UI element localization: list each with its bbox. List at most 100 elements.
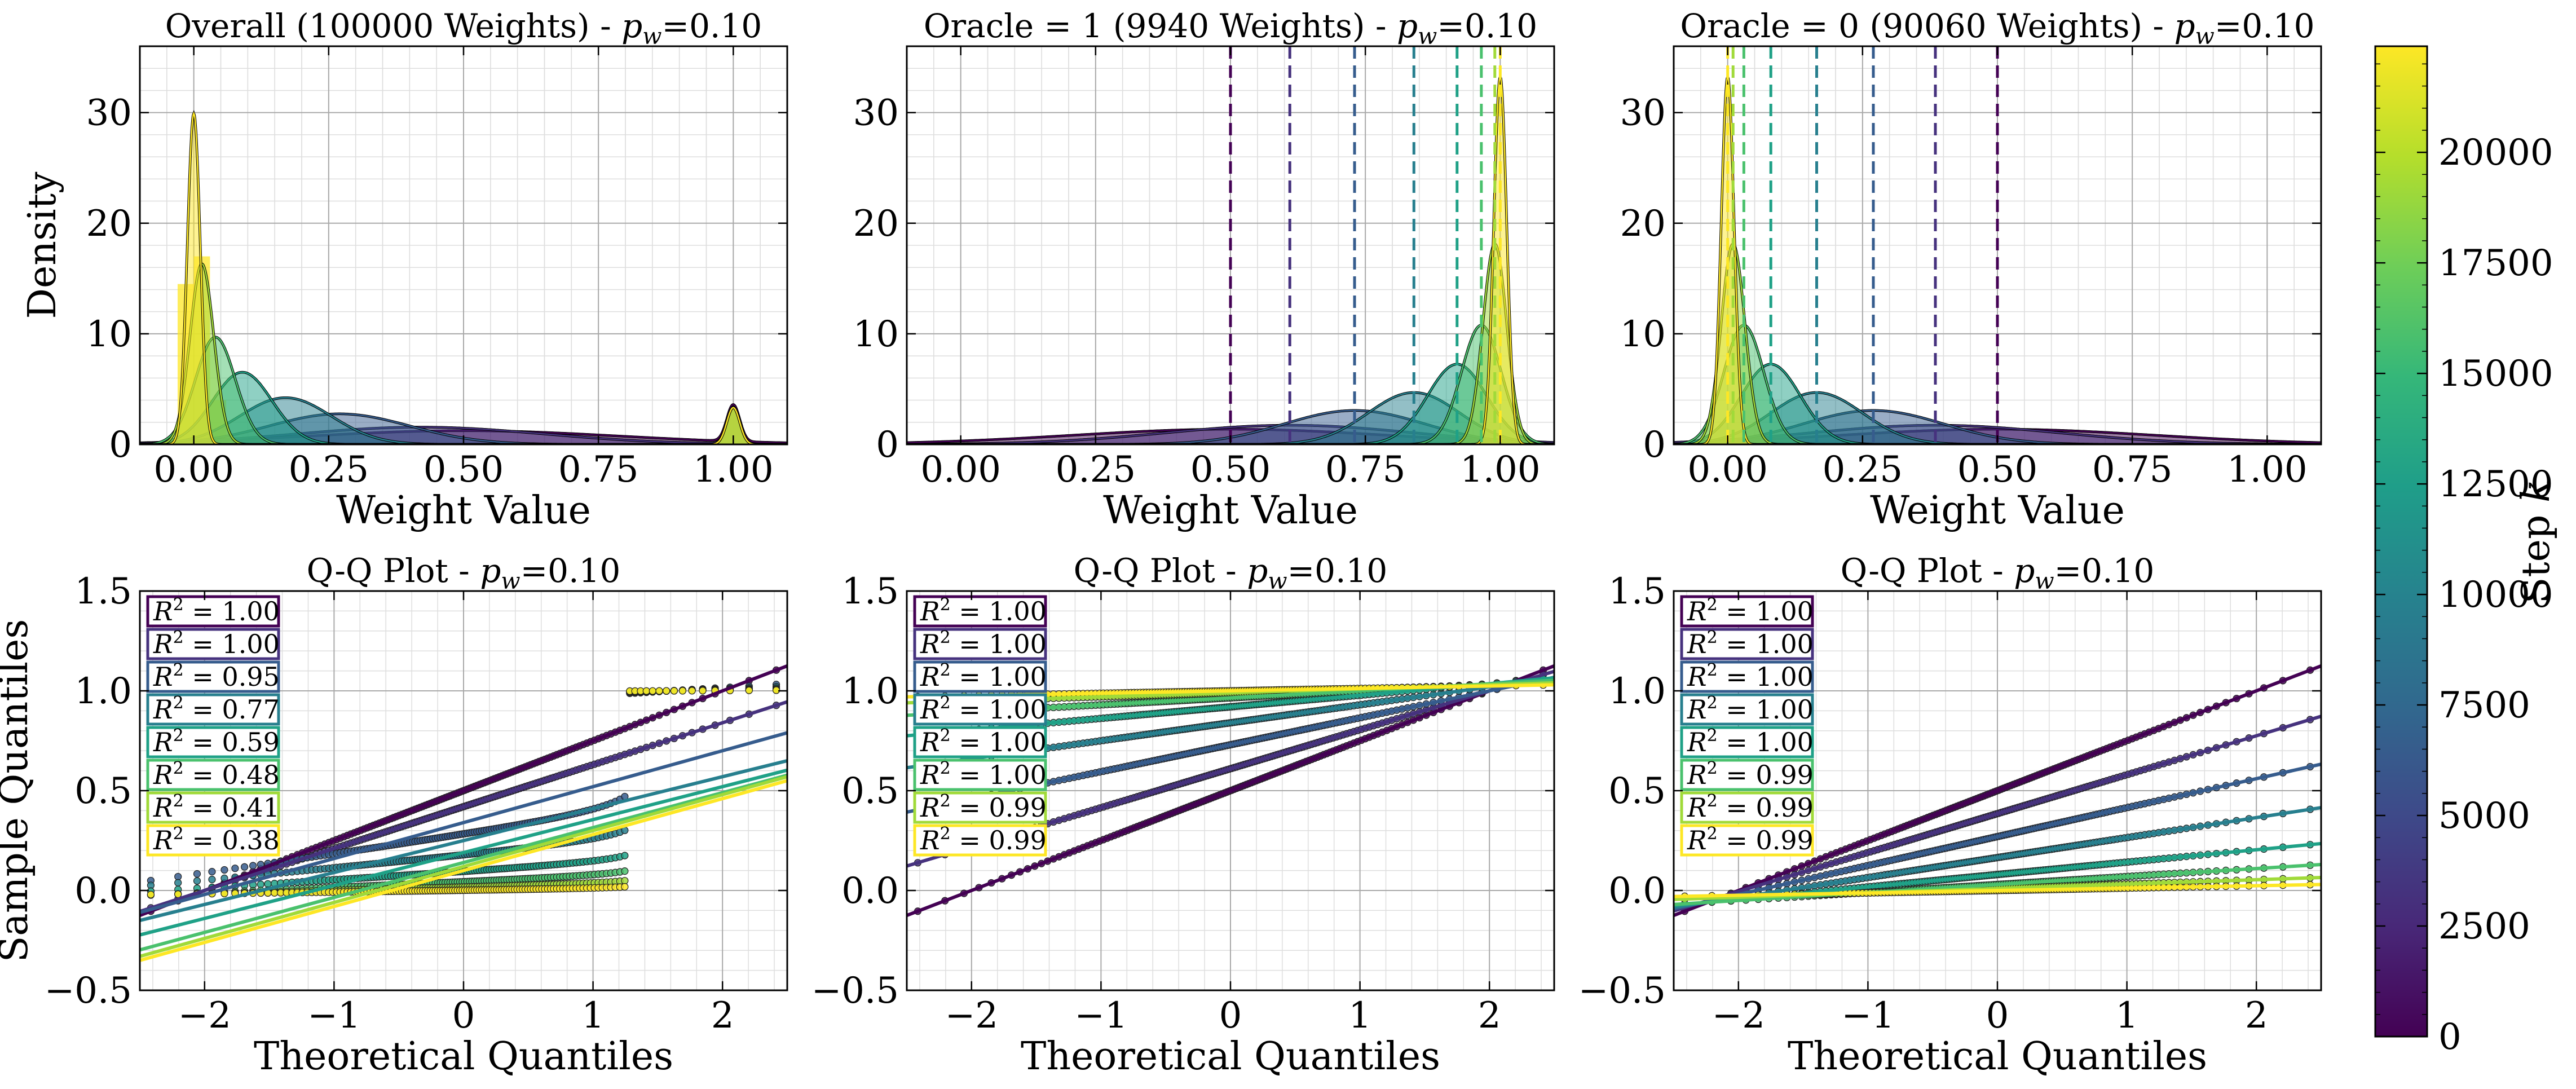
qq-fit-line-step-3 xyxy=(1674,806,2321,910)
density-area-step-3 xyxy=(140,398,787,444)
r-squared-box-step-0 xyxy=(146,595,280,628)
y-tick-label: 20 xyxy=(86,203,132,245)
qq-point xyxy=(94,922,101,928)
axes-frame xyxy=(1673,590,2322,991)
qq-fit-line-step-7 xyxy=(1674,883,2321,898)
r-squared-box-step-1 xyxy=(146,628,280,660)
density-line-step-4 xyxy=(1674,363,2321,444)
y-tick-label: 1.5 xyxy=(841,571,899,612)
panel-title: Oracle = 0 (90060 Weights) - pw=0.10 xyxy=(1680,7,2314,50)
qq-point xyxy=(621,883,629,891)
axes-frame xyxy=(1673,45,2322,446)
x-tick-label: 0.25 xyxy=(1056,449,1136,491)
r-squared-box-step-5 xyxy=(913,759,1047,791)
qq-point xyxy=(649,687,656,695)
colorbar-tick-label: 15000 xyxy=(2438,353,2553,395)
density-line-step-6 xyxy=(907,243,1554,444)
r-squared-label: R2 = 1.00 xyxy=(920,595,1047,627)
x-tick-label: 0.50 xyxy=(1957,449,2038,491)
axes-frame xyxy=(139,590,788,991)
x-tick-label: 0.25 xyxy=(289,449,369,491)
x-tick-label: −1 xyxy=(307,995,360,1037)
x-tick-label: 1 xyxy=(581,995,605,1037)
r-squared-label: R2 = 0.41 xyxy=(153,791,280,823)
panel-title: Q-Q Plot - pw=0.10 xyxy=(1841,552,2155,594)
axes-frame xyxy=(139,45,788,446)
qq-fit-line-step-4 xyxy=(140,768,787,937)
qq-point xyxy=(621,852,629,859)
x-tick-label: 1.00 xyxy=(1460,449,1541,491)
qq-point xyxy=(257,880,264,888)
r-squared-label: R2 = 0.48 xyxy=(153,759,280,790)
y-tick-label: 0 xyxy=(109,424,132,466)
density-panel-density-oracle-0: 0.00 0.25 0.50 0.75 1.00 0 10 20 30 Oracle = 0 (9… xyxy=(1620,7,2322,533)
qq-fit-line-step-6 xyxy=(140,775,787,958)
colorbar-gradient xyxy=(2374,45,2428,1038)
qq-point xyxy=(2360,872,2367,879)
qq-point xyxy=(1593,665,1600,672)
colorbar-tick-label: 7500 xyxy=(2438,685,2530,726)
x-tick-label: 0.25 xyxy=(1823,449,1903,491)
qq-point xyxy=(264,880,272,888)
r-squared-box-step-0 xyxy=(1680,595,1814,628)
colorbar-tick-label: 17500 xyxy=(2438,243,2553,284)
qq-fit-line-step-0 xyxy=(907,664,1554,918)
panel-title: Overall (100000 Weights) - pw=0.10 xyxy=(165,7,762,50)
qq-point xyxy=(231,865,239,872)
r-squared-box-step-3 xyxy=(913,693,1047,726)
r-squared-label: R2 = 1.00 xyxy=(1687,660,1814,692)
y-tick-label: −0.5 xyxy=(45,970,132,1012)
qq-fit-line-step-2 xyxy=(140,731,787,914)
r-squared-label: R2 = 1.00 xyxy=(920,693,1047,725)
axis-ticks: 0.00 0.25 0.50 0.75 1.00 0 10 20 30 xyxy=(853,46,1554,491)
density-line-step-7 xyxy=(907,74,1554,444)
density-area-step-3 xyxy=(1674,393,2321,444)
r-squared-box-step-3 xyxy=(146,693,280,726)
density-area-step-3 xyxy=(907,393,1554,444)
qq-point xyxy=(1628,920,1635,927)
x-tick-label: −1 xyxy=(1841,995,1894,1037)
x-axis-label: Weight Value xyxy=(1870,488,2125,533)
y-tick-label: 1.0 xyxy=(841,671,899,712)
density-line-step-6 xyxy=(1674,243,2321,444)
axis-ticks: 0.00 0.25 0.50 0.75 1.00 0 10 20 30 xyxy=(1620,46,2321,491)
qq-fit-line-step-2 xyxy=(1674,762,2321,911)
qq-point xyxy=(208,875,216,884)
y-tick-label: 0.5 xyxy=(841,770,899,812)
density-curves xyxy=(1674,46,2321,444)
x-tick-label: 1 xyxy=(1348,995,1371,1037)
y-tick-label: −0.5 xyxy=(811,970,899,1012)
r-squared-label: R2 = 1.00 xyxy=(920,660,1047,692)
qq-point xyxy=(2360,751,2367,758)
qq-point xyxy=(1593,671,1600,677)
y-tick-label: 1.0 xyxy=(1608,671,1666,712)
y-tick-label: 1.0 xyxy=(74,671,132,712)
r-squared-box-step-6 xyxy=(146,791,280,824)
x-tick-label: 1.00 xyxy=(2227,449,2308,491)
r-squared-box-step-2 xyxy=(146,660,280,693)
qq-point xyxy=(193,877,201,885)
x-tick-label: −2 xyxy=(178,995,231,1037)
x-tick-label: 0.50 xyxy=(424,449,504,491)
qq-point xyxy=(2360,880,2367,887)
y-tick-label: 10 xyxy=(86,314,132,355)
x-tick-label: −2 xyxy=(945,995,998,1037)
y-tick-label: 30 xyxy=(853,92,899,134)
y-tick-label: 20 xyxy=(1620,203,1666,245)
density-panel-density-oracle-1: 0.00 0.25 0.50 0.75 1.00 0 10 20 30 Oracle = 1 (9… xyxy=(853,7,1555,533)
qq-fit-line-step-0 xyxy=(1674,664,2321,918)
qq-point xyxy=(147,890,155,898)
x-tick-label: 1 xyxy=(2115,995,2138,1037)
qq-point xyxy=(1593,669,1600,676)
x-axis-label: Theoretical Quantiles xyxy=(1788,1034,2207,1079)
r-squared-label: R2 = 0.95 xyxy=(153,660,280,692)
x-tick-label: −2 xyxy=(1712,995,1765,1037)
density-line-step-5 xyxy=(1674,324,2321,444)
colorbar-tick-label: 20000 xyxy=(2438,132,2553,174)
density-line-step-5 xyxy=(907,324,1554,444)
axis-ticks: −2 −1 0 1 2 −0.5 0.0 0.5 1.0 1.5 xyxy=(45,571,787,1037)
qq-point xyxy=(655,687,663,695)
